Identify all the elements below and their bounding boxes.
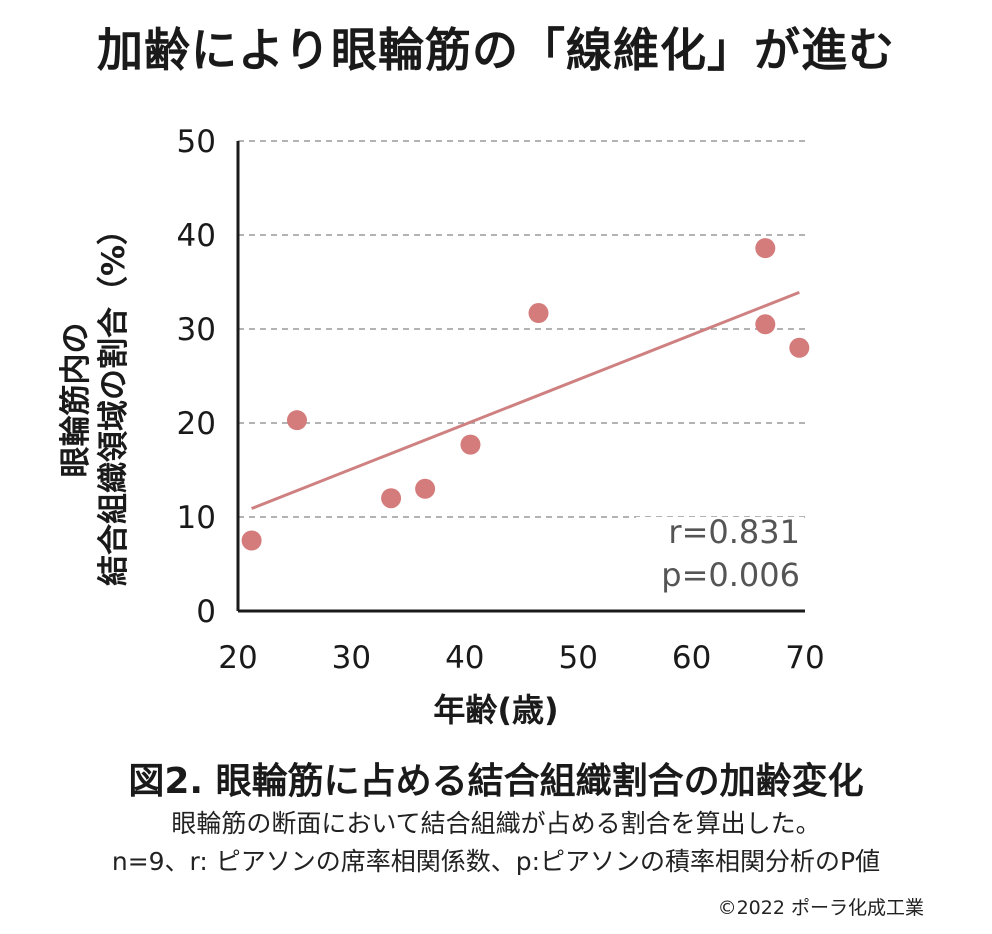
x-tick-label: 20 bbox=[218, 640, 257, 676]
data-point bbox=[755, 314, 776, 335]
annotation-background bbox=[636, 517, 804, 609]
x-tick-label: 50 bbox=[558, 640, 597, 676]
data-point bbox=[381, 488, 402, 509]
x-tick-label: 60 bbox=[672, 640, 711, 676]
y-axis-label-line: 眼輪筋内の bbox=[58, 323, 94, 478]
caption-line-1: 眼輪筋の断面において結合組織が占める割合を算出した。 bbox=[171, 809, 821, 838]
correlation-r-label: r=0.831 bbox=[668, 513, 800, 551]
p-value-label: p=0.006 bbox=[661, 556, 800, 594]
y-tick-label: 50 bbox=[177, 124, 216, 160]
x-axis-label: 年齢(歳) bbox=[433, 691, 558, 729]
data-point bbox=[460, 434, 481, 455]
y-tick-label: 0 bbox=[196, 594, 216, 630]
x-tick-label: 30 bbox=[332, 640, 371, 676]
figure-title: 図2. 眼輪筋に占める結合組織割合の加齢変化 bbox=[128, 761, 864, 802]
trendline bbox=[251, 290, 800, 510]
x-tick-label: 40 bbox=[445, 640, 484, 676]
caption-line-2: n=9、r: ピアソンの席率相関係数、p:ピアソンの積率相関分析のP値 bbox=[111, 847, 881, 876]
data-point bbox=[528, 303, 549, 324]
scatter-chart: 0 10 20 30 40 50 20 30 40 50 60 70 年齢(歳) 眼輪筋内の 結合組織領域の… bbox=[58, 124, 825, 729]
data-point bbox=[241, 530, 262, 551]
y-axis-label-line: 結合組織領域の割合（%） bbox=[96, 214, 132, 586]
data-point bbox=[415, 478, 436, 499]
data-point bbox=[286, 410, 307, 431]
data-point bbox=[755, 238, 776, 259]
y-tick-label: 20 bbox=[177, 406, 216, 442]
data-point bbox=[789, 337, 810, 358]
y-tick-label: 40 bbox=[177, 218, 216, 254]
y-tick-label: 30 bbox=[177, 312, 216, 348]
copyright-notice: ©2022 ポーラ化成工業 bbox=[717, 897, 924, 919]
y-tick-label: 10 bbox=[177, 500, 216, 536]
page-title: 加齢により眼輪筋の「線維化」が進む bbox=[96, 23, 896, 77]
x-tick-label: 70 bbox=[785, 640, 824, 676]
